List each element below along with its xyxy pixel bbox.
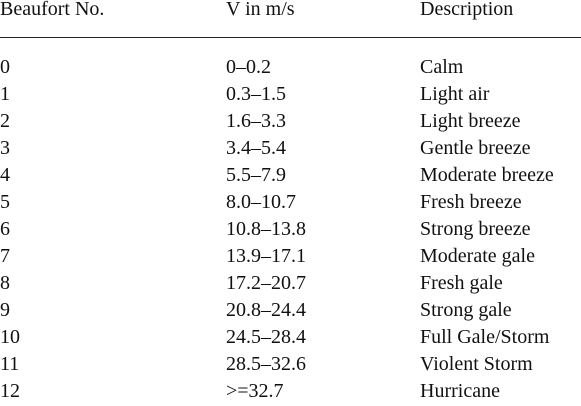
beaufort-number: 9 — [0, 299, 10, 321]
wind-speed: 0.3–1.5 — [226, 83, 286, 105]
beaufort-number: 10 — [0, 326, 20, 348]
wind-speed: 3.4–5.4 — [226, 137, 286, 159]
description: Full Gale/Storm — [420, 326, 550, 348]
wind-speed: 13.9–17.1 — [226, 245, 306, 267]
header-cell: Beaufort No. — [0, 0, 105, 20]
wind-speed: 10.8–13.8 — [226, 218, 306, 240]
beaufort-number: 4 — [0, 164, 10, 186]
wind-speed: 17.2–20.7 — [226, 272, 306, 294]
beaufort-number: 5 — [0, 191, 10, 213]
description: Calm — [420, 56, 464, 78]
wind-speed: 0–0.2 — [226, 56, 271, 78]
wind-speed: 1.6–3.3 — [226, 110, 286, 132]
description: Strong breeze — [420, 218, 531, 240]
wind-speed: 5.5–7.9 — [226, 164, 286, 186]
beaufort-number: 3 — [0, 137, 10, 159]
beaufort-number: 0 — [0, 56, 10, 78]
description: Light air — [420, 83, 490, 105]
header-cell: Description — [420, 0, 514, 20]
wind-speed: 20.8–24.4 — [226, 299, 306, 321]
wind-speed: >=32.7 — [226, 380, 284, 402]
wind-speed: 28.5–32.6 — [226, 353, 306, 375]
beaufort-number: 12 — [0, 380, 20, 402]
description: Light breeze — [420, 110, 521, 132]
description: Hurricane — [420, 380, 500, 402]
description: Fresh breeze — [420, 191, 522, 213]
wind-speed: 8.0–10.7 — [226, 191, 296, 213]
beaufort-number: 11 — [0, 353, 20, 375]
header-cell: V in m/s — [226, 0, 295, 20]
beaufort-number: 7 — [0, 245, 10, 267]
beaufort-number: 1 — [0, 83, 10, 105]
description: Gentle breeze — [420, 137, 531, 159]
wind-speed: 24.5–28.4 — [226, 326, 306, 348]
beaufort-number: 2 — [0, 110, 10, 132]
header-rule — [0, 37, 581, 38]
description: Violent Storm — [420, 353, 533, 375]
beaufort-number: 8 — [0, 272, 10, 294]
description: Strong gale — [420, 299, 512, 321]
description: Moderate gale — [420, 245, 535, 267]
beaufort-number: 6 — [0, 218, 10, 240]
description: Moderate breeze — [420, 164, 554, 186]
description: Fresh gale — [420, 272, 503, 294]
